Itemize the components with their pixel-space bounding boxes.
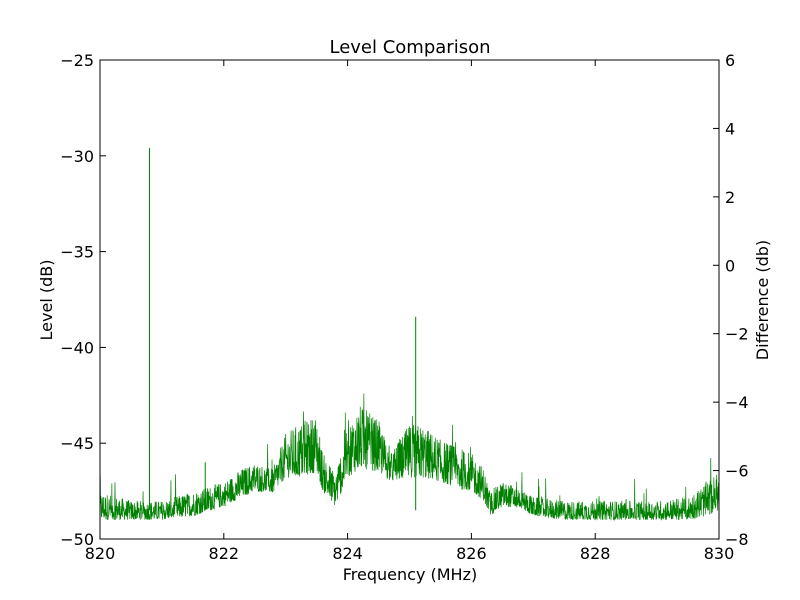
- plot-frame: [99, 59, 720, 540]
- y2-tick-label: −8: [725, 530, 749, 549]
- y-axis-right-ticks: −8 −6 −4 −2 0 2 4 6: [713, 51, 749, 549]
- y-tick-label: −40: [60, 338, 94, 357]
- y-tick-label: −50: [60, 530, 94, 549]
- x-tick-label: 830: [704, 544, 735, 563]
- y-axis-right-label: Difference (db): [753, 240, 772, 360]
- y2-tick-label: 4: [725, 119, 735, 138]
- x-tick-label: 822: [209, 544, 240, 563]
- plot-area: [99, 59, 720, 540]
- x-axis-label: Frequency (MHz): [343, 565, 477, 584]
- y2-tick-label: −6: [725, 462, 749, 481]
- y2-tick-label: −2: [725, 325, 749, 344]
- x-tick-label: 820: [85, 544, 116, 563]
- y2-tick-label: 0: [725, 256, 735, 275]
- series-layer: [99, 148, 720, 522]
- y2-tick-label: 6: [725, 51, 735, 70]
- y-tick-label: −30: [60, 147, 94, 166]
- y-tick-label: −25: [60, 51, 94, 70]
- x-axis-ticks: 820 822 824 826 828 830: [85, 60, 735, 563]
- x-tick-label: 828: [580, 544, 611, 563]
- chart-title: Level Comparison: [329, 37, 490, 58]
- x-tick-label: 824: [332, 544, 363, 563]
- y2-tick-label: 2: [725, 188, 735, 207]
- y-axis-left-label: Level (dB): [37, 260, 56, 341]
- y-tick-label: −35: [60, 243, 94, 262]
- y-axis-left-ticks: −50 −45 −40 −35 −30 −25: [60, 51, 106, 549]
- x-tick-label: 826: [456, 544, 487, 563]
- y-tick-label: −45: [60, 434, 94, 453]
- y2-tick-label: −4: [725, 393, 749, 412]
- level-trace: [99, 393, 720, 522]
